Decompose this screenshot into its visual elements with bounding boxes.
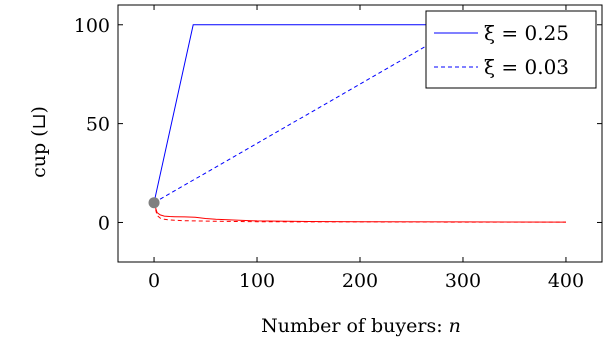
y-axis-label: cup (⊔) bbox=[28, 106, 50, 178]
legend-label-2: ξ = 0.03 bbox=[484, 55, 569, 79]
series-line-3 bbox=[153, 202, 567, 223]
x-tick-label: 200 bbox=[342, 270, 378, 292]
legend: ξ = 0.25 ξ = 0.03 bbox=[425, 10, 597, 89]
axis-ticks: 0 100 200 300 400 0 50 100 bbox=[74, 5, 602, 292]
legend-box bbox=[425, 10, 597, 89]
x-tick-label: 300 bbox=[445, 270, 481, 292]
y-tick-label: 50 bbox=[86, 114, 110, 136]
series-line-4 bbox=[153, 202, 566, 223]
x-tick-label: 0 bbox=[148, 270, 160, 292]
y-tick-label: 0 bbox=[98, 212, 110, 234]
x-tick-label: 100 bbox=[239, 270, 275, 292]
legend-label-1: ξ = 0.25 bbox=[484, 21, 569, 45]
y-tick-label: 100 bbox=[74, 15, 110, 37]
x-tick-label: 400 bbox=[548, 270, 584, 292]
x-axis-label: Number of buyers: n bbox=[261, 315, 461, 337]
start-point-marker bbox=[148, 197, 160, 209]
x-axis-label-var: n bbox=[449, 315, 461, 337]
x-axis-label-text: Number of buyers: bbox=[261, 315, 449, 337]
